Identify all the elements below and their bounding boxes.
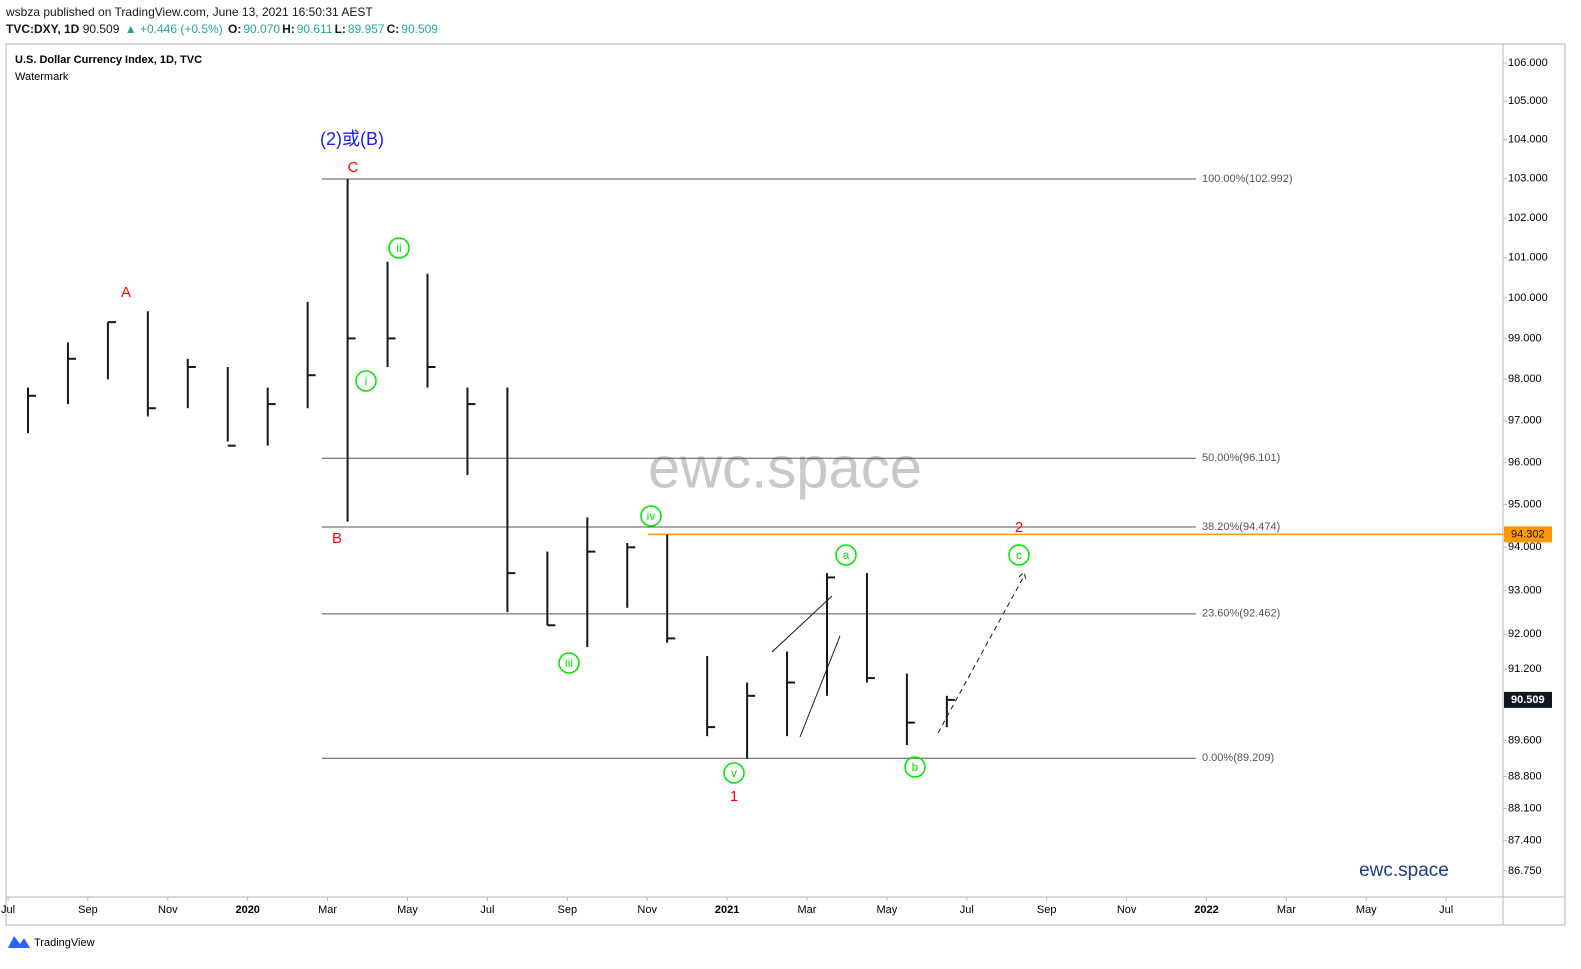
wave-circle [835,544,857,566]
price-tag [1504,526,1552,543]
wave-label: v [731,766,737,780]
x-tick-label: Mar [798,904,817,916]
wave-circle [1008,544,1030,566]
wave-label: b [912,760,919,774]
x-tick-label: Sep [558,904,578,916]
logo [8,936,30,948]
wave-circle [558,652,580,674]
price-tag-label: 94.302 [1511,528,1545,540]
x-tick-label: Nov [637,904,657,916]
wave-label: iv [647,509,656,523]
fib-label: 38.20%(94.474) [1202,521,1280,533]
wave-label: c [1016,548,1022,562]
symbol-line: TVC:DXY, 1D 90.509 ▲ +0.446 (+0.5%) O: 90… [6,21,442,38]
wave-circle [723,762,745,784]
fib-label: 23.60%(92.462) [1202,608,1280,620]
y-tick-label: 94.000 [1508,541,1542,553]
publisher: wsbza published on TradingView.com, June… [6,5,373,19]
y-tick-label: 104.000 [1508,134,1548,146]
wave-label: B [332,530,342,547]
last-price-label: 90.509 [1511,694,1545,706]
y-tick-label: 88.100 [1508,803,1542,815]
x-tick-label: May [397,904,418,916]
y-tick-label: 86.750 [1508,865,1542,877]
fib-label: 50.00%(96.101) [1202,452,1280,464]
x-tick-label: Sep [78,904,98,916]
y-tick-label: 96.000 [1508,456,1542,468]
y-tick-label: 103.000 [1508,173,1548,185]
x-tick-label: 2022 [1194,904,1218,916]
last: 90.509 [82,22,120,36]
x-tick-label: May [1356,904,1377,916]
y-tick-label: 101.000 [1508,252,1548,264]
x-tick-label: Nov [158,904,178,916]
y-tick-label: 92.000 [1508,628,1542,640]
y-tick-label: 100.000 [1508,292,1548,304]
y-tick-label: 88.800 [1508,771,1542,783]
footer: TradingView [34,937,95,949]
wave-label: 2 [1015,519,1023,536]
projection-arrow [937,571,1027,734]
wave-label: C [348,159,359,176]
wave-label: a [843,548,850,562]
y-tick-label: 102.000 [1508,212,1548,224]
x-tick-label: Sep [1037,904,1057,916]
ohlc-key: H: [282,22,295,36]
ohlc-value: 90.509 [401,22,438,36]
ohlc-key: L: [334,22,346,36]
fib-label: 0.00%(89.209) [1202,752,1274,764]
y-tick-label: 105.000 [1508,95,1548,107]
wedge-line [771,595,833,653]
ohlc-value: 90.070 [243,22,281,36]
x-tick-label: Jul [1,904,15,916]
wave-circle [640,505,662,527]
watermark: ewc.space [648,435,922,500]
x-tick-label: Mar [1277,904,1296,916]
y-tick-label: 87.400 [1508,835,1542,847]
wave-label: iii [565,656,573,670]
wave-label: ii [396,241,401,255]
x-tick-label: Nov [1117,904,1137,916]
y-tick-label: 99.000 [1508,332,1542,344]
x-tick-label: Jul [960,904,974,916]
ohlc-value: 89.957 [347,22,385,36]
chart-title: U.S. Dollar Currency Index, 1D, TVC [15,54,202,66]
subtitle: Watermark [15,71,69,83]
x-tick-label: 2021 [715,904,739,916]
header: wsbza published on TradingView.com, June… [6,4,442,38]
brand: ewc.space [1359,860,1449,881]
y-tick-label: 97.000 [1508,415,1542,427]
wedge-line [799,635,841,738]
ohlc-key: O: [228,22,242,36]
y-tick-label: 106.000 [1508,57,1548,69]
x-tick-label: Mar [318,904,337,916]
wave-label: A [121,284,131,301]
wave-circle [355,370,377,392]
x-tick-label: 2020 [235,904,259,916]
x-tick-label: May [877,904,898,916]
x-tick-label: Jul [1439,904,1453,916]
wave-label: i [365,374,368,388]
wave-label: 1 [730,788,738,805]
x-tick-label: Jul [480,904,494,916]
ohlc-key: C: [386,22,400,36]
y-tick-label: 91.200 [1508,663,1542,675]
ohlc-value: 90.611 [296,22,333,36]
frame [5,43,1566,926]
y-tick-label: 95.000 [1508,499,1542,511]
symbol: TVC:DXY, 1D [6,22,80,36]
last-price-tag [1504,691,1552,708]
fib-label: 100.00%(102.992) [1202,173,1293,185]
y-tick-label: 89.600 [1508,734,1542,746]
wave-label: (2)或(B) [320,129,384,149]
ohlc: O: 90.070 H: 90.611 L: 89.957 C: 90.509 [228,22,440,36]
wave-circle [904,756,926,778]
wave-circle [388,237,410,259]
y-tick-label: 93.000 [1508,584,1542,596]
change: ▲ +0.446 (+0.5%) [124,22,223,36]
y-tick-label: 98.000 [1508,373,1542,385]
